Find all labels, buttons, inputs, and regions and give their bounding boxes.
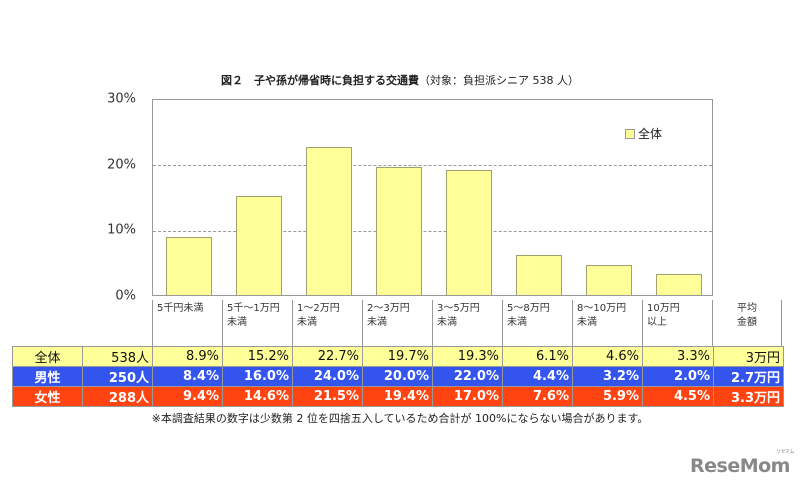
bar	[236, 196, 282, 295]
category-label: 5千～1万円 未満	[222, 300, 292, 346]
bar	[166, 237, 212, 295]
table-cell: 2.0%	[642, 366, 714, 387]
table-cell: 15.2%	[222, 346, 293, 367]
footnote: ※本調査結果の数字は少数第 2 位を四捨五入しているため合計が 100%にならな…	[151, 412, 649, 425]
table-cell: 22.7%	[292, 346, 363, 367]
row-count: 288人	[82, 386, 153, 407]
table-cell: 8.4%	[152, 366, 223, 387]
table-cell: 17.0%	[432, 386, 503, 407]
table-cell: 9.4%	[152, 386, 223, 407]
gridline-10	[153, 231, 712, 232]
gridline-20	[153, 165, 712, 166]
table-cell: 4.5%	[642, 386, 714, 407]
chart-title-sub: （対象：負担派シニア 538 人）	[419, 74, 579, 87]
plot-area	[152, 99, 713, 296]
category-label: 8～10万円 未満	[572, 300, 642, 346]
resemom-logo: ReseMom リセマム	[690, 449, 794, 477]
table-cell: 20.0%	[362, 366, 433, 387]
category-label: 5～8万円 未満	[502, 300, 572, 346]
legend-label: 全体	[638, 127, 663, 141]
table-cell: 24.0%	[292, 366, 363, 387]
table-row-all: 全体 538人 8.9% 15.2% 22.7% 19.7% 19.3% 6.1…	[12, 346, 784, 367]
table-cell-average: 3.3万円	[713, 386, 784, 407]
bar	[376, 166, 422, 295]
table-cell: 3.2%	[572, 366, 643, 387]
y-tick-30: 30%	[107, 91, 136, 107]
chart-title: 図２ 子や孫が帰省時に負担する交通費（対象：負担派シニア 538 人）	[0, 72, 800, 88]
table-cell-average: 2.7万円	[713, 366, 784, 387]
table-cell: 16.0%	[222, 366, 293, 387]
y-tick-10: 10%	[107, 222, 136, 238]
table-cell: 4.4%	[502, 366, 573, 387]
legend-swatch-icon	[625, 128, 635, 139]
bar	[446, 169, 492, 295]
category-label: 5千円未満	[152, 300, 222, 346]
table-cell: 19.7%	[362, 346, 433, 367]
bar	[586, 265, 632, 295]
table-cell: 19.3%	[432, 346, 503, 367]
row-label: 男性	[12, 366, 83, 387]
table-cell: 5.9%	[572, 386, 643, 407]
table-cell: 14.6%	[222, 386, 293, 407]
table-cell: 19.4%	[362, 386, 433, 407]
bar	[656, 273, 702, 295]
row-count: 538人	[82, 346, 153, 367]
bar	[516, 255, 562, 295]
bar	[306, 147, 352, 295]
chart-title-main: 図２ 子や孫が帰省時に負担する交通費	[221, 74, 419, 87]
table-row-male: 男性 250人 8.4% 16.0% 24.0% 20.0% 22.0% 4.4…	[12, 366, 784, 387]
category-header-row: 5千円未満 5千～1万円 未満 1～2万円 未満 2～3万円 未満 3～5万円 …	[152, 300, 782, 346]
table-cell: 8.9%	[152, 346, 223, 367]
legend: 全体	[625, 125, 662, 142]
table-row-female: 女性 288人 9.4% 14.6% 21.5% 19.4% 17.0% 7.6…	[12, 386, 784, 407]
table-cell: 7.6%	[502, 386, 573, 407]
table-cell: 3.3%	[642, 346, 714, 367]
logo-kana: リセマム	[775, 449, 795, 455]
row-count: 250人	[82, 366, 153, 387]
category-label: 10万円 以上	[642, 300, 712, 346]
category-label: 2～3万円 未満	[362, 300, 432, 346]
row-label: 全体	[12, 346, 83, 367]
y-tick-20: 20%	[107, 157, 136, 173]
category-label: 3～5万円 未満	[432, 300, 502, 346]
data-table: 全体 538人 8.9% 15.2% 22.7% 19.7% 19.3% 6.1…	[12, 346, 784, 407]
table-cell: 4.6%	[572, 346, 643, 367]
table-cell: 21.5%	[292, 386, 363, 407]
table-cell: 22.0%	[432, 366, 503, 387]
y-tick-0: 0%	[115, 288, 136, 304]
row-label: 女性	[12, 386, 83, 407]
table-cell-average: 3万円	[713, 346, 784, 367]
category-label: 1～2万円 未満	[292, 300, 362, 346]
logo-text: ReseMom	[690, 455, 790, 477]
table-cell: 6.1%	[502, 346, 573, 367]
average-label: 平均 金額	[712, 300, 782, 346]
